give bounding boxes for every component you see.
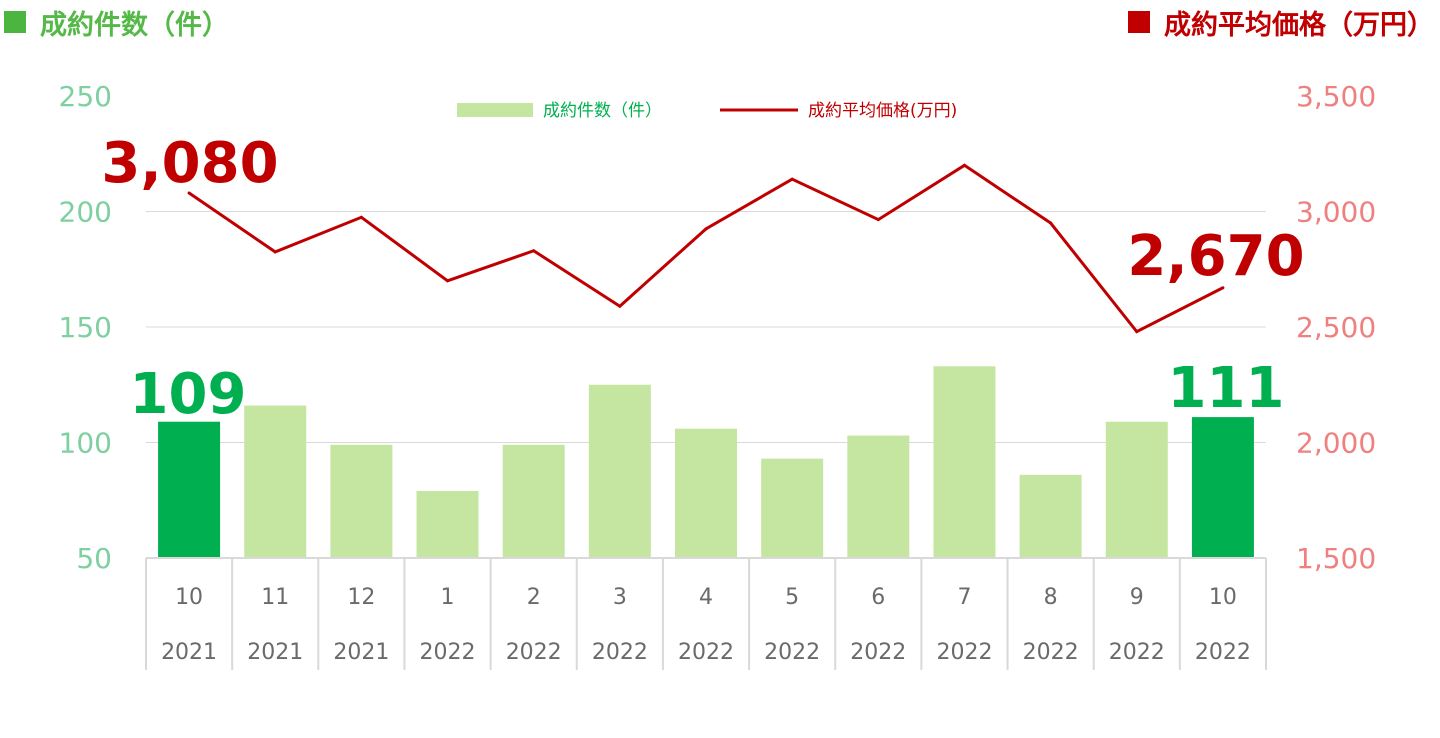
- category-year-label: 2022: [592, 640, 648, 665]
- line-point: [446, 279, 450, 283]
- bar: [1105, 421, 1168, 558]
- left-axis-title: 成約件数（件）: [4, 2, 229, 42]
- right-tick-label: 2,000: [1296, 427, 1376, 460]
- category-year-label: 2022: [936, 640, 992, 665]
- line-point: [1049, 221, 1053, 225]
- line-point: [187, 191, 191, 195]
- line-series: [187, 163, 1225, 334]
- left-tick-label: 150: [59, 311, 112, 344]
- bar: [1019, 474, 1082, 558]
- line-point: [532, 249, 536, 253]
- category-year-label: 2021: [333, 640, 389, 665]
- annotations: 3,080 2,670 109 111: [101, 131, 1304, 427]
- category-month-label: 10: [1209, 585, 1237, 610]
- bar: [761, 458, 824, 558]
- legend-bar-label: 成約件数（件）: [543, 101, 662, 121]
- right-axis-title: 成約平均価格（万円）: [1128, 2, 1434, 42]
- category-year-label: 2022: [1109, 640, 1165, 665]
- line-point: [790, 177, 794, 181]
- category-year-label: 2022: [1023, 640, 1079, 665]
- legend: 成約件数（件） 成約平均価格(万円): [457, 101, 957, 121]
- bar: [158, 421, 221, 558]
- line-point: [1135, 330, 1139, 334]
- category-month-label: 6: [871, 585, 885, 610]
- data-label: 2,670: [1127, 224, 1304, 289]
- category-month-label: 4: [699, 585, 713, 610]
- bar: [244, 405, 307, 558]
- left-tick-label: 250: [59, 80, 112, 113]
- data-label: 111: [1168, 356, 1285, 421]
- category-month-label: 10: [175, 585, 203, 610]
- category-month-label: 11: [261, 585, 289, 610]
- line-point: [962, 163, 966, 167]
- line-point: [704, 227, 708, 231]
- category-year-label: 2021: [161, 640, 217, 665]
- right-axis-title-text: 成約平均価格（万円）: [1164, 9, 1434, 41]
- right-tick-label: 3,000: [1296, 196, 1376, 229]
- category-month-label: 9: [1130, 585, 1144, 610]
- category-month-label: 2: [527, 585, 541, 610]
- category-year-label: 2022: [506, 640, 562, 665]
- line-point: [618, 304, 622, 308]
- line-point: [273, 250, 277, 254]
- category-year-label: 2022: [678, 640, 734, 665]
- legend-line-label: 成約平均価格(万円): [808, 101, 957, 121]
- category-year-label: 2021: [247, 640, 303, 665]
- green-square-icon: [4, 11, 26, 33]
- line-point: [876, 218, 880, 222]
- category-year-label: 2022: [764, 640, 820, 665]
- price-line: [188, 163, 1224, 334]
- bar: [675, 428, 737, 558]
- category-month-label: 8: [1044, 585, 1058, 610]
- bar: [330, 444, 393, 558]
- bar: [933, 366, 996, 558]
- data-label: 109: [130, 362, 247, 427]
- category-month-label: 3: [613, 585, 627, 610]
- left-tick-label: 100: [59, 427, 112, 460]
- data-label: 3,080: [101, 131, 278, 196]
- right-tick-label: 2,500: [1296, 311, 1376, 344]
- bar: [502, 444, 565, 558]
- bar: [416, 491, 479, 558]
- right-tick-label: 3,500: [1296, 80, 1376, 113]
- category-year-label: 2022: [420, 640, 476, 665]
- category-year-label: 2022: [850, 640, 906, 665]
- category-month-label: 5: [785, 585, 799, 610]
- left-tick-label: 200: [59, 196, 112, 229]
- axes: 50 100 150 200 250 1,500 2,000 2,500 3,000 3,500: [59, 80, 1377, 575]
- line-point: [359, 215, 363, 219]
- category-axis: 10 2021 11 2021 12 2021 1 2022 2 2022 3 2022 4 2022 5 2…: [145, 557, 1267, 670]
- bar: [1191, 417, 1254, 558]
- bar: [588, 384, 651, 558]
- category-month-label: 12: [347, 585, 375, 610]
- bar-series: [158, 366, 1254, 558]
- line-point: [1221, 286, 1225, 290]
- category-month-label: 1: [441, 585, 455, 610]
- category-month-label: 7: [957, 585, 971, 610]
- gridlines: [146, 211, 1266, 443]
- category-year-label: 2022: [1195, 640, 1251, 665]
- bar: [847, 435, 910, 558]
- legend-bar-swatch: [457, 103, 533, 117]
- left-axis-title-text: 成約件数（件）: [40, 9, 229, 41]
- right-tick-label: 1,500: [1296, 542, 1376, 575]
- left-tick-label: 50: [76, 542, 112, 575]
- red-square-icon: [1128, 11, 1150, 33]
